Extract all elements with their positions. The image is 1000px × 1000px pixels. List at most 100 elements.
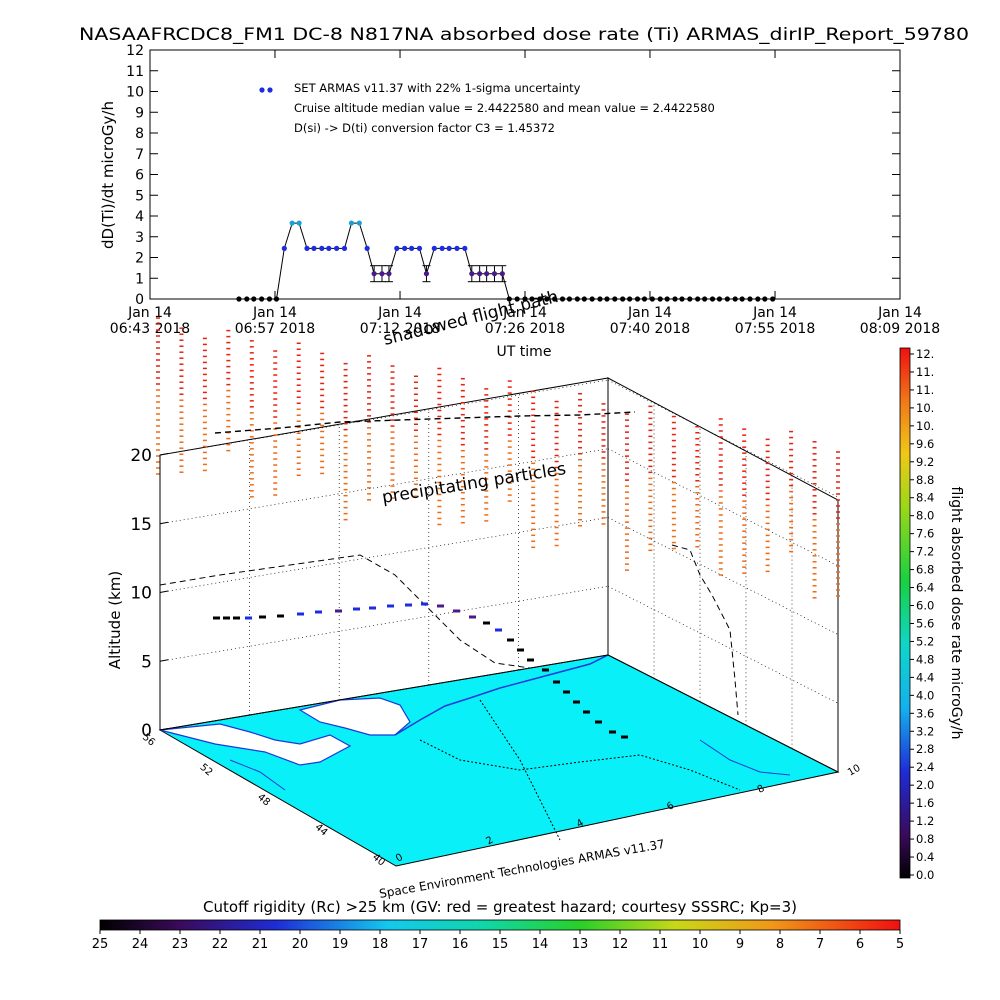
colorbar-tick-label: 12. [916, 347, 934, 361]
legend-line-1: Cruise altitude median value = 2.4422580… [294, 101, 715, 115]
data-point [402, 245, 408, 251]
data-point [326, 245, 332, 251]
track-marker [542, 668, 549, 672]
data-point [664, 296, 670, 302]
y-tick-label: 9 [135, 105, 144, 121]
track-marker [387, 604, 394, 608]
track-marker [405, 603, 412, 607]
altitude-label: Altitude (km) [106, 571, 124, 669]
x-tick-label: Jan 14 [752, 305, 797, 321]
data-point [477, 271, 483, 277]
data-point [649, 296, 655, 302]
border-line [419, 699, 741, 841]
colorbar-tick-label: 2.8 [916, 742, 934, 756]
track-marker [517, 648, 524, 652]
data-point [627, 296, 633, 302]
data-point [657, 296, 663, 302]
track-marker [259, 615, 266, 619]
colorbar-tick-label: 0.0 [916, 868, 934, 882]
data-point [747, 296, 753, 302]
rigidity-tick-label: 17 [412, 937, 429, 952]
rigidity-tick-label: 16 [452, 937, 469, 952]
colorbar-tick-label: 4.0 [916, 688, 934, 702]
data-point [423, 271, 430, 277]
z-tick-label: 10 [130, 584, 152, 604]
data-point [311, 245, 317, 251]
rigidity-tick-label: 25 [92, 937, 109, 952]
rigidity-tick-label: 10 [692, 937, 709, 952]
rigidity-colorbar: Cutoff rigidity (Rc) >25 km (GV: red = g… [92, 898, 904, 952]
y-axis-label: dD(Ti)/dt microGy/h [99, 101, 117, 249]
colorbar-tick-label: 6.4 [916, 581, 934, 595]
annotation-precipitating: precipitating particles [381, 459, 568, 508]
data-point [687, 296, 693, 302]
lon-tick-label: 8 [756, 783, 767, 796]
data-point [371, 271, 377, 277]
data-point [319, 245, 325, 251]
z-tick-label: 0 [141, 721, 152, 741]
track-marker [335, 609, 342, 613]
legend-marker [259, 87, 265, 93]
altitude-axis: 0 5 10 15 20 [130, 446, 169, 741]
z-tick [159, 453, 169, 456]
data-point [770, 296, 776, 302]
data-point [394, 245, 400, 251]
data-point [499, 271, 505, 277]
x-tick-label: 07:40 2018 [610, 321, 690, 337]
track-marker [527, 658, 534, 662]
x-tick-label: 07:55 2018 [735, 321, 815, 337]
land-mass [159, 723, 352, 766]
track-marker [437, 604, 444, 608]
data-point [724, 296, 730, 302]
data-point [589, 296, 595, 302]
colorbar-tick-label: 6.8 [916, 563, 934, 577]
data-point [739, 296, 745, 302]
lat-tick-label: 48 [255, 792, 272, 809]
track-marker [213, 616, 220, 620]
data-point [679, 296, 685, 302]
colorbar-tick-label: 4.8 [916, 652, 934, 666]
colorbar-tick-label: 0.8 [916, 832, 934, 846]
x-tick-label: 08:09 2018 [860, 321, 940, 337]
data-point [581, 296, 587, 302]
lon-tick-label: 4 [575, 817, 586, 830]
track-marker [507, 638, 514, 642]
data-point [634, 296, 641, 302]
rigidity-ticks: 25 24 23 22 21 20 19 18 17 16 15 14 13 12 11 10 9 8 7 6 5 [92, 930, 904, 952]
rigidity-tick-label: 14 [532, 937, 549, 952]
data-point [469, 271, 475, 277]
data-point [439, 245, 445, 251]
y-tick-label: 4 [135, 209, 144, 225]
data-point [597, 296, 603, 302]
x-axis-label: UT time [497, 344, 552, 360]
track-marker [609, 730, 616, 734]
ocean-plane [158, 654, 840, 867]
data-point [431, 245, 437, 251]
data-point [251, 296, 257, 302]
precipitating-particles [156, 317, 840, 599]
data-point [296, 220, 302, 226]
data-point [334, 245, 340, 251]
land-mass [298, 697, 411, 736]
shadowed-flight-path [214, 411, 636, 434]
colorbar-tick-label: 7.2 [916, 545, 934, 559]
lon-tick-label: 0 [394, 852, 405, 865]
data-point [641, 296, 648, 302]
data-point [522, 296, 528, 302]
x-tick-label: 06:57 2018 [235, 321, 315, 337]
data-point [454, 245, 460, 251]
colorbar-tick-label: 8.0 [916, 509, 934, 523]
rigidity-tick-label: 19 [332, 937, 349, 952]
colorbar-tick-label: 3.6 [916, 706, 934, 720]
y-tick-label: 10 [126, 85, 144, 101]
x-tick-label: 07:12 2018 [360, 321, 440, 337]
data-point [574, 296, 580, 302]
x-tick-label: Jan 14 [127, 305, 172, 321]
coastline [229, 739, 791, 791]
data-point [709, 296, 716, 302]
data-point [341, 245, 348, 251]
colorbar-tick-label: 5.6 [916, 616, 934, 630]
